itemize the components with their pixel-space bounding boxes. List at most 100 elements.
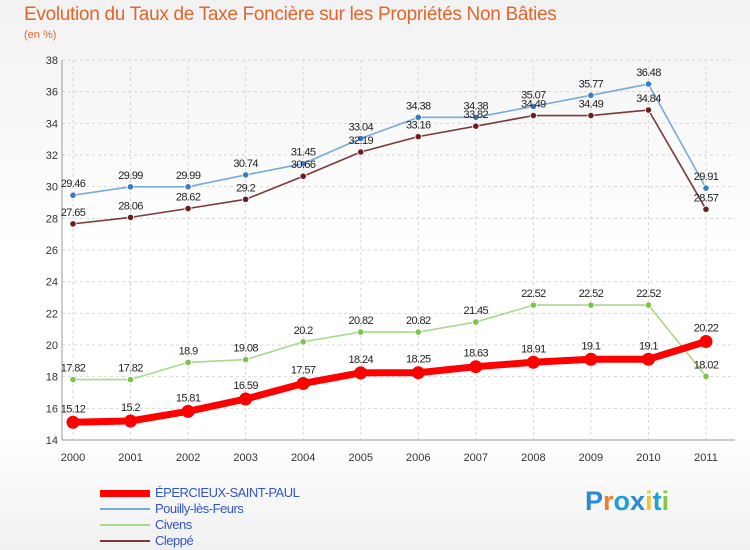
data-point — [299, 338, 307, 346]
data-point — [529, 301, 537, 309]
data-point — [242, 195, 250, 203]
y-tick-label: 28 — [46, 213, 58, 225]
y-tick-label: 34 — [46, 118, 58, 130]
data-label: 34.38 — [406, 100, 431, 112]
y-tick-label: 36 — [46, 87, 58, 99]
data-label: 34.84 — [636, 93, 661, 105]
data-label: 29.91 — [694, 171, 719, 183]
data-label: 31.45 — [291, 147, 316, 159]
data-point — [299, 172, 307, 180]
data-point — [584, 352, 598, 366]
data-label: 34.49 — [521, 99, 546, 111]
y-tick-label: 30 — [46, 182, 58, 194]
data-label: 17.82 — [61, 363, 86, 375]
data-label: 20.82 — [348, 315, 373, 327]
data-label: 17.82 — [118, 363, 143, 375]
legend-label: Civens — [155, 517, 192, 532]
data-point — [644, 80, 653, 88]
data-label: 18.9 — [179, 345, 198, 357]
series-line — [72, 83, 707, 197]
data-label: 35.77 — [579, 78, 604, 90]
data-label: 15.2 — [121, 402, 140, 414]
legend-swatch — [100, 540, 150, 542]
legend-label: Cleppé — [155, 533, 194, 548]
data-label: 27.65 — [61, 207, 86, 219]
y-tick-label: 18 — [46, 372, 58, 384]
data-label: 30.66 — [291, 159, 316, 171]
data-point — [357, 148, 365, 156]
data-point — [242, 171, 250, 179]
data-label: 22.52 — [636, 288, 661, 300]
data-point — [414, 328, 422, 336]
data-point — [411, 366, 425, 380]
series-line — [69, 338, 710, 426]
x-tick-label: 2010 — [636, 452, 660, 464]
data-label: 20.2 — [294, 325, 313, 337]
data-point — [472, 318, 480, 326]
data-point — [644, 106, 653, 114]
y-tick-label: 32 — [46, 150, 58, 162]
proxiti-logo: Proxiti — [585, 486, 669, 517]
y-tick-label: 26 — [46, 245, 58, 257]
data-point — [469, 360, 483, 374]
data-point — [644, 301, 653, 309]
data-label: 30.74 — [233, 158, 258, 170]
data-point — [242, 355, 250, 364]
logo-letter: r — [603, 486, 614, 516]
x-tick-label: 2001 — [118, 452, 142, 464]
data-label: 33.04 — [348, 122, 373, 134]
data-point — [66, 415, 80, 429]
data-label: 29.99 — [118, 170, 143, 182]
x-tick-label: 2006 — [406, 452, 430, 464]
x-tick-label: 2011 — [694, 452, 718, 464]
data-point — [124, 414, 138, 428]
chart-unit: (en %) — [24, 29, 57, 41]
data-label: 19.1 — [639, 340, 658, 352]
data-label: 22.52 — [521, 288, 546, 300]
logo-letter: x — [630, 486, 646, 516]
data-point — [69, 220, 77, 228]
data-point — [357, 328, 365, 336]
data-point — [354, 366, 368, 380]
data-point — [126, 213, 135, 221]
data-label: 18.24 — [348, 354, 373, 366]
data-point — [184, 183, 192, 191]
data-label: 18.25 — [406, 354, 431, 366]
data-point — [641, 352, 655, 366]
data-point — [702, 184, 710, 192]
x-tick-label: 2000 — [61, 452, 85, 464]
data-point — [529, 102, 537, 110]
x-tick-label: 2008 — [521, 452, 545, 464]
y-tick-label: 14 — [46, 435, 58, 447]
logo-letter: o — [613, 486, 631, 516]
data-label: 29.2 — [236, 182, 255, 194]
data-label: 18.63 — [464, 348, 489, 360]
x-tick-label: 2004 — [291, 452, 315, 464]
data-point — [126, 375, 135, 384]
series-line — [72, 304, 707, 381]
data-label: 32.19 — [348, 135, 373, 147]
data-point — [472, 122, 480, 130]
y-tick-label: 24 — [46, 277, 58, 289]
data-label: 34.49 — [579, 99, 604, 111]
data-label: 36.48 — [636, 67, 661, 79]
data-label: 20.82 — [406, 315, 431, 327]
data-point — [184, 204, 192, 213]
data-point — [239, 392, 253, 406]
x-tick-label: 2002 — [176, 452, 200, 464]
data-label: 22.52 — [579, 288, 604, 300]
data-label: 33.82 — [464, 109, 489, 121]
data-label: 35.07 — [521, 89, 546, 101]
legend-swatch — [100, 524, 150, 526]
logo-letter: i — [645, 486, 653, 516]
data-label: 15.81 — [176, 392, 201, 404]
data-point — [587, 91, 595, 99]
data-point — [587, 111, 595, 120]
data-point — [472, 113, 480, 121]
data-label: 19.1 — [581, 340, 600, 352]
logo-letter: P — [585, 486, 604, 516]
data-label: 29.99 — [176, 170, 201, 182]
data-label: 21.45 — [464, 305, 489, 317]
